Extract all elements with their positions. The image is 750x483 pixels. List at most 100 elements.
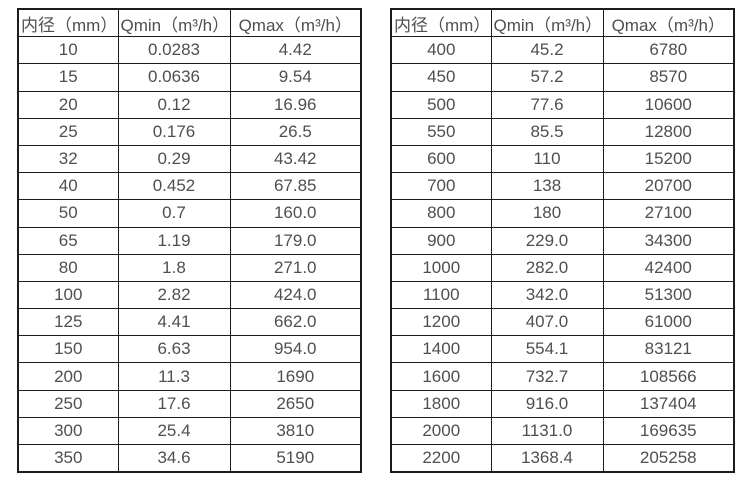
cell-qmax: 271.0 — [229, 253, 362, 282]
cell-diameter: 1400 — [390, 335, 492, 364]
cell-qmax: 67.85 — [229, 172, 362, 201]
table-row: 50 0.7 160.0 — [17, 199, 362, 228]
table-header-row: 内径（mm） Qmin（m³/h） Qmax（m³/h） — [390, 8, 735, 38]
table-row: 65 1.19 179.0 — [17, 226, 362, 255]
cell-qmax: 205258 — [602, 444, 735, 473]
cell-qmin: 0.0636 — [117, 63, 231, 92]
cell-qmin: 0.29 — [117, 144, 231, 174]
cell-qmin: 0.7 — [117, 199, 231, 228]
table-row: 800 180 27100 — [390, 199, 735, 228]
table-row: 450 57.2 8570 — [390, 63, 735, 92]
cell-qmax: 6780 — [602, 36, 735, 65]
table-row: 900 229.0 34300 — [390, 226, 735, 255]
cell-diameter: 125 — [17, 308, 119, 337]
cell-diameter: 25 — [17, 117, 119, 146]
cell-diameter: 350 — [17, 444, 119, 473]
table-row: 2000 1131.0 169635 — [390, 416, 735, 446]
cell-diameter: 450 — [390, 63, 492, 92]
cell-qmax: 10600 — [602, 90, 735, 119]
cell-qmin: 0.0283 — [117, 36, 231, 65]
table-row: 1000 282.0 42400 — [390, 253, 735, 282]
cell-qmax: 179.0 — [229, 226, 362, 255]
table-row: 200 11.3 1690 — [17, 362, 362, 391]
flow-table-small-diameters: 内径（mm） Qmin（m³/h） Qmax（m³/h） 10 0.0283 4.4… — [17, 8, 362, 474]
cell-qmax: 1690 — [229, 362, 362, 391]
cell-diameter: 80 — [17, 253, 119, 282]
cell-qmin: 1368.4 — [490, 444, 604, 473]
table-row: 600 110 15200 — [390, 144, 735, 174]
cell-diameter: 1000 — [390, 253, 492, 282]
table-row: 1400 554.1 83121 — [390, 335, 735, 364]
cell-diameter: 700 — [390, 172, 492, 201]
cell-qmax: 2650 — [229, 389, 362, 418]
cell-diameter: 2200 — [390, 444, 492, 473]
table-row: 1800 916.0 137404 — [390, 389, 735, 418]
table-row: 15 0.0636 9.54 — [17, 63, 362, 92]
cell-qmax: 5190 — [229, 444, 362, 473]
cell-qmax: 15200 — [602, 144, 735, 174]
cell-diameter: 600 — [390, 144, 492, 174]
table-row: 1200 407.0 61000 — [390, 308, 735, 337]
cell-qmin: 34.6 — [117, 444, 231, 473]
cell-qmin: 554.1 — [490, 335, 604, 364]
cell-qmin: 1131.0 — [490, 416, 604, 446]
cell-diameter: 900 — [390, 226, 492, 255]
table-row: 550 85.5 12800 — [390, 117, 735, 146]
cell-diameter: 250 — [17, 389, 119, 418]
cell-qmax: 16.96 — [229, 90, 362, 119]
table-row: 2200 1368.4 205258 — [390, 444, 735, 473]
cell-diameter: 800 — [390, 199, 492, 228]
cell-qmax: 43.42 — [229, 144, 362, 174]
cell-qmin: 77.6 — [490, 90, 604, 119]
cell-diameter: 100 — [17, 280, 119, 310]
cell-diameter: 40 — [17, 172, 119, 201]
cell-qmin: 45.2 — [490, 36, 604, 65]
cell-qmin: 229.0 — [490, 226, 604, 255]
cell-diameter: 65 — [17, 226, 119, 255]
cell-qmin: 138 — [490, 172, 604, 201]
cell-qmax: 83121 — [602, 335, 735, 364]
table-row: 500 77.6 10600 — [390, 90, 735, 119]
header-qmax: Qmax（m³/h） — [229, 8, 362, 38]
cell-qmin: 916.0 — [490, 389, 604, 418]
header-diameter: 内径（mm） — [17, 8, 119, 38]
cell-qmin: 57.2 — [490, 63, 604, 92]
header-qmin: Qmin（m³/h） — [117, 8, 231, 38]
table-row: 32 0.29 43.42 — [17, 144, 362, 174]
table-row: 20 0.12 16.96 — [17, 90, 362, 119]
cell-qmax: 160.0 — [229, 199, 362, 228]
table-row: 1100 342.0 51300 — [390, 280, 735, 310]
cell-diameter: 150 — [17, 335, 119, 364]
cell-diameter: 200 — [17, 362, 119, 391]
cell-qmax: 169635 — [602, 416, 735, 446]
cell-diameter: 2000 — [390, 416, 492, 446]
cell-qmin: 342.0 — [490, 280, 604, 310]
table-row: 400 45.2 6780 — [390, 36, 735, 65]
cell-qmin: 85.5 — [490, 117, 604, 146]
cell-diameter: 500 — [390, 90, 492, 119]
cell-qmin: 407.0 — [490, 308, 604, 337]
header-qmax: Qmax（m³/h） — [602, 8, 735, 38]
table-row: 80 1.8 271.0 — [17, 253, 362, 282]
table-row: 25 0.176 26.5 — [17, 117, 362, 146]
cell-qmin: 2.82 — [117, 280, 231, 310]
table-row: 300 25.4 3810 — [17, 416, 362, 446]
flow-table-large-diameters: 内径（mm） Qmin（m³/h） Qmax（m³/h） 400 45.2 6780… — [390, 8, 735, 474]
cell-diameter: 32 — [17, 144, 119, 174]
cell-qmax: 9.54 — [229, 63, 362, 92]
cell-diameter: 1200 — [390, 308, 492, 337]
cell-qmin: 0.452 — [117, 172, 231, 201]
cell-qmax: 61000 — [602, 308, 735, 337]
cell-qmin: 110 — [490, 144, 604, 174]
table-row: 1600 732.7 108566 — [390, 362, 735, 391]
cell-qmin: 4.41 — [117, 308, 231, 337]
cell-diameter: 1800 — [390, 389, 492, 418]
cell-diameter: 10 — [17, 36, 119, 65]
table-row: 700 138 20700 — [390, 172, 735, 201]
cell-qmin: 1.8 — [117, 253, 231, 282]
cell-qmin: 6.63 — [117, 335, 231, 364]
cell-qmin: 0.12 — [117, 90, 231, 119]
table-row: 100 2.82 424.0 — [17, 280, 362, 310]
cell-diameter: 15 — [17, 63, 119, 92]
cell-qmin: 282.0 — [490, 253, 604, 282]
